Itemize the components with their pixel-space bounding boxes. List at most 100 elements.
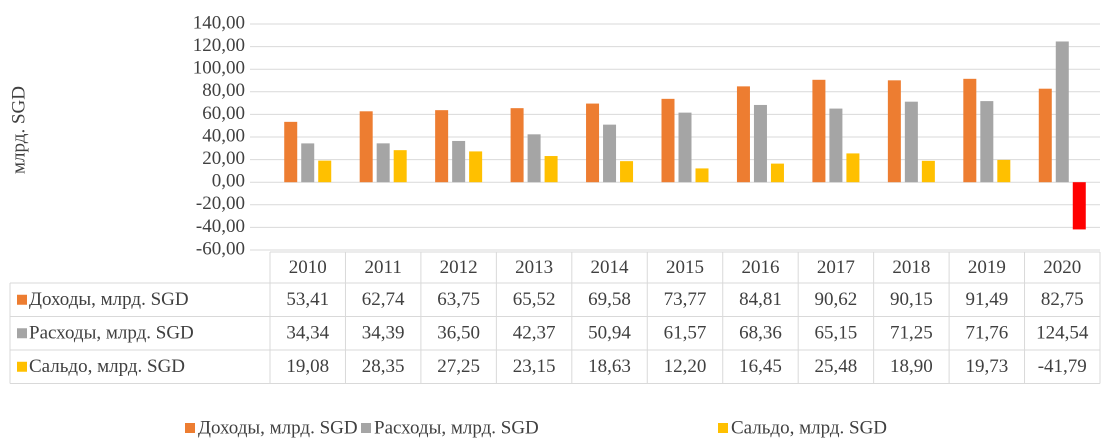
bar xyxy=(1072,182,1086,230)
table-cell: 50,94 xyxy=(588,323,631,344)
x-tick-label: 2018 xyxy=(892,257,930,278)
bar xyxy=(452,140,466,183)
table-cell: 18,90 xyxy=(890,356,933,377)
bar xyxy=(829,108,843,183)
x-tick-label: 2012 xyxy=(440,257,478,278)
legend-key xyxy=(718,423,728,433)
table-cell: 42,37 xyxy=(513,323,556,344)
table-cell: 91,49 xyxy=(965,289,1008,310)
legend-key xyxy=(361,423,371,433)
table-cell: 27,25 xyxy=(437,356,480,377)
bar xyxy=(904,101,918,183)
table-cell: 34,39 xyxy=(362,323,405,344)
table-cell: 12,20 xyxy=(664,356,707,377)
bar xyxy=(846,153,860,183)
bar xyxy=(770,163,784,183)
x-tick-label: 2019 xyxy=(968,257,1006,278)
bar xyxy=(393,150,407,183)
legend-key xyxy=(185,423,195,433)
bar xyxy=(812,79,826,183)
table-legend-key xyxy=(17,328,27,339)
table-cell: 68,36 xyxy=(739,323,782,344)
bar xyxy=(359,111,373,183)
bar xyxy=(284,121,298,183)
table-cell: 69,58 xyxy=(588,289,631,310)
table-cell: 63,75 xyxy=(437,289,480,310)
table-cell: 19,08 xyxy=(286,356,329,377)
legend-label: Сальдо, млрд. SGD xyxy=(731,417,887,438)
x-tick-label: 2015 xyxy=(666,257,704,278)
x-tick-label: 2010 xyxy=(289,257,327,278)
bar xyxy=(921,160,935,183)
table-cell: 84,81 xyxy=(739,289,782,310)
y-tick-label: 60,00 xyxy=(202,103,245,124)
table-cell: 34,34 xyxy=(286,323,329,344)
table-row-label: Доходы, млрд. SGD xyxy=(29,289,189,310)
table-cell: 19,73 xyxy=(965,356,1008,377)
bar xyxy=(1055,41,1069,183)
bar xyxy=(887,80,901,183)
table-cell: 71,76 xyxy=(965,323,1008,344)
x-tick-label: 2020 xyxy=(1043,257,1081,278)
y-tick-label: -60,00 xyxy=(196,238,245,259)
bar xyxy=(527,134,541,183)
bar xyxy=(678,112,692,183)
bar xyxy=(963,78,977,183)
y-tick-label: 80,00 xyxy=(202,80,245,101)
y-tick-label: 120,00 xyxy=(193,35,245,56)
table-cell: 25,48 xyxy=(815,356,858,377)
bar xyxy=(318,160,332,183)
bar xyxy=(1038,88,1052,183)
y-tick-label: 100,00 xyxy=(193,58,245,79)
table-legend-key xyxy=(17,361,27,372)
y-tick-label: 40,00 xyxy=(202,125,245,146)
table-cell: 82,75 xyxy=(1041,289,1084,310)
table-cell: 71,25 xyxy=(890,323,933,344)
table-cell: 16,45 xyxy=(739,356,782,377)
bar xyxy=(301,143,315,183)
table-legend-key xyxy=(17,294,27,305)
table-row-label: Расходы, млрд. SGD xyxy=(29,323,194,344)
table-cell: 90,62 xyxy=(815,289,858,310)
table-row-label: Сальдо, млрд. SGD xyxy=(29,356,185,377)
x-tick-label: 2016 xyxy=(741,257,779,278)
table-cell: 23,15 xyxy=(513,356,556,377)
table-cell: 65,15 xyxy=(815,323,858,344)
y-tick-label: 0,00 xyxy=(212,171,245,192)
legend-label: Расходы, млрд. SGD xyxy=(374,417,539,438)
legend-label: Доходы, млрд. SGD xyxy=(198,417,358,438)
x-tick-label: 2013 xyxy=(515,257,553,278)
y-tick-label: 140,00 xyxy=(193,12,245,33)
bar xyxy=(620,161,634,183)
table-cell: 65,52 xyxy=(513,289,556,310)
table-cell: 28,35 xyxy=(362,356,405,377)
bar xyxy=(753,104,767,183)
table-cell: 73,77 xyxy=(664,289,707,310)
y-tick-label: -40,00 xyxy=(196,216,245,237)
bar xyxy=(435,110,449,183)
x-tick-label: 2014 xyxy=(591,257,630,278)
bar xyxy=(376,143,390,183)
bar xyxy=(980,101,994,183)
bar xyxy=(736,86,750,183)
y-tick-label: -20,00 xyxy=(196,193,245,214)
table-cell: 18,63 xyxy=(588,356,631,377)
x-tick-label: 2011 xyxy=(365,257,402,278)
bar xyxy=(997,159,1011,183)
table-cell: 36,50 xyxy=(437,323,480,344)
x-tick-label: 2017 xyxy=(817,257,855,278)
bar xyxy=(510,108,524,183)
bar xyxy=(661,98,675,183)
table-cell: 90,15 xyxy=(890,289,933,310)
bar xyxy=(544,156,558,183)
y-tick-label: 20,00 xyxy=(202,148,245,169)
bar xyxy=(586,103,600,183)
bar xyxy=(469,151,483,183)
table-cell: 62,74 xyxy=(362,289,405,310)
table-cell: -41,79 xyxy=(1038,356,1087,377)
table-cell: 124,54 xyxy=(1036,323,1089,344)
table-cell: 53,41 xyxy=(286,289,329,310)
y-axis-title: млрд. SGD xyxy=(8,86,29,174)
bar xyxy=(603,124,617,183)
